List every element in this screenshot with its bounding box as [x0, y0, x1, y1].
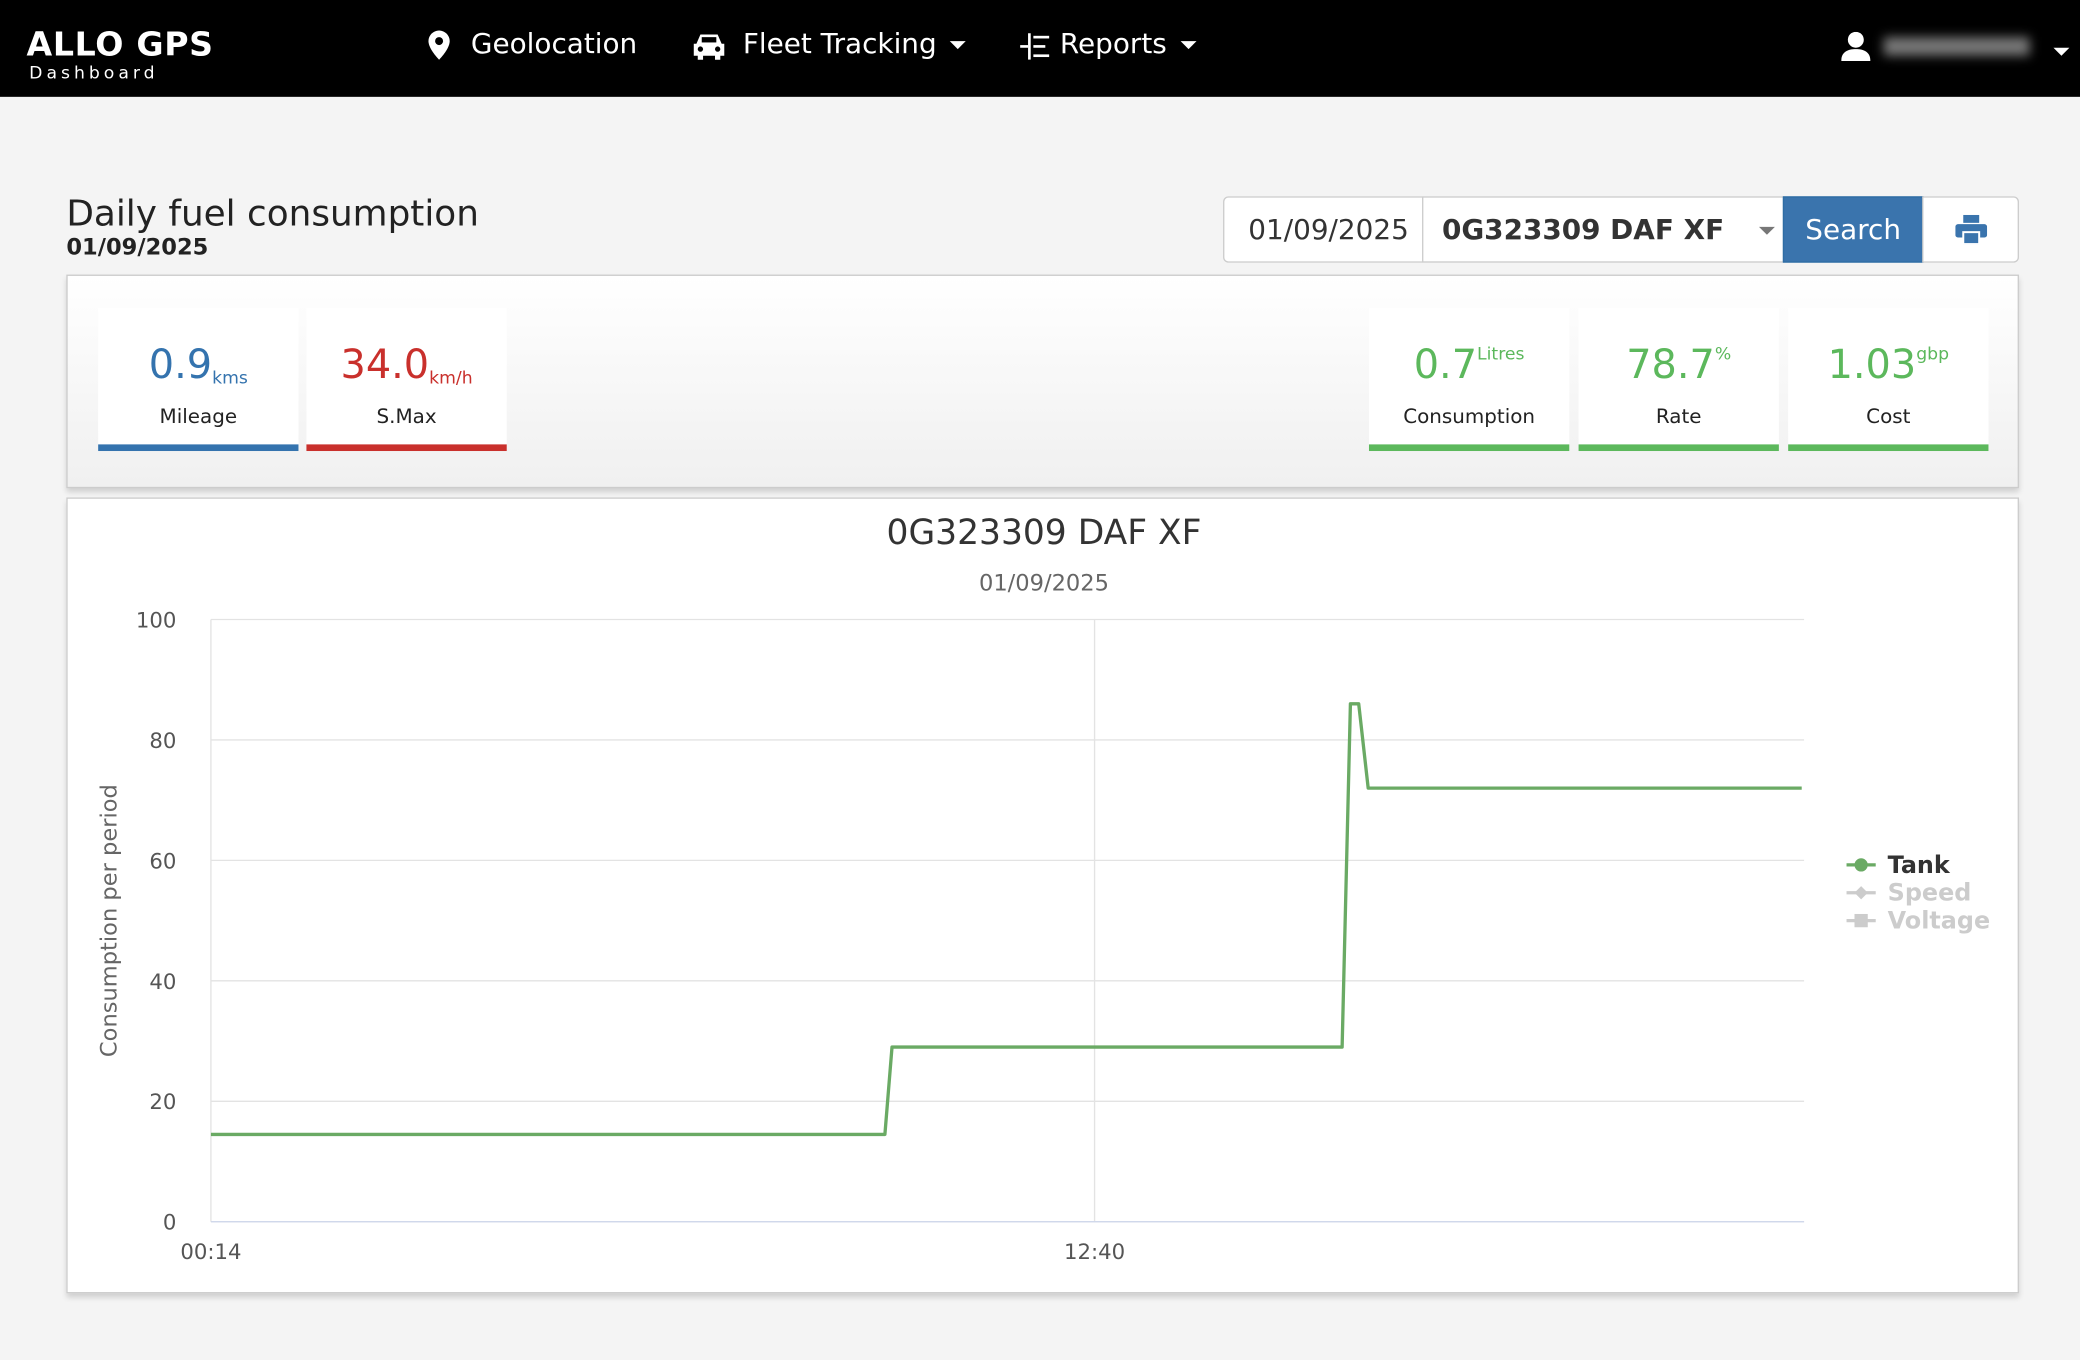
legend-symbol: [1854, 858, 1868, 872]
vehicle-select[interactable]: 0G323309 DAF XF: [1422, 196, 1785, 263]
chart-panel: 0G323309 DAF XF 01/09/2025 Consumption per…: [66, 497, 2019, 1294]
stat-unit: gbp: [1916, 344, 1950, 365]
page-title: Daily fuel consumption: [66, 193, 479, 235]
y-tick-label: 20: [149, 1090, 176, 1115]
stat-value: 78.7: [1626, 342, 1715, 389]
y-tick-label: 40: [149, 970, 176, 995]
stat-label: Cost: [1866, 404, 1911, 429]
stat-value-row: 78.7%: [1579, 342, 1779, 388]
pin-icon: [428, 30, 450, 60]
stat-card: 0.7Litres Consumption: [1368, 307, 1570, 452]
stat-value: 34.0: [340, 342, 430, 389]
y-axis-label: Consumption per period: [97, 784, 123, 1057]
legend-symbol: [1854, 886, 1868, 900]
stat-unit: km/h: [429, 368, 473, 389]
stat-label: Mileage: [159, 404, 238, 429]
legend-label[interactable]: Voltage: [1888, 907, 1991, 935]
stat-value: 1.03: [1827, 342, 1917, 389]
stat-label: Rate: [1655, 404, 1702, 429]
stat-unit: %: [1714, 344, 1732, 365]
stat-unit: Litres: [1477, 344, 1525, 365]
stat-card: 1.03gbp Cost: [1788, 307, 1989, 452]
stat-value-row: 0.9kms: [98, 342, 298, 388]
stat-card: 0.9kms Mileage: [98, 307, 299, 452]
user-icon: [1841, 31, 1871, 62]
stat-value-row: 0.7Litres: [1369, 342, 1569, 388]
chart-title: 0G323309 DAF XF: [887, 513, 1202, 553]
stat-card: 34.0km/h S.Max: [306, 307, 507, 452]
print-button[interactable]: [1922, 196, 2019, 263]
nav-geolocation[interactable]: Geolocation: [470, 27, 638, 60]
chart-subtitle: 01/09/2025: [979, 570, 1109, 596]
brand-sub: Dashboard: [29, 63, 159, 84]
stat-value-row: 34.0km/h: [306, 342, 506, 388]
stat-card: 78.7% Rate: [1578, 307, 1779, 452]
legend-symbol: [1854, 913, 1868, 928]
y-tick-label: 0: [163, 1211, 177, 1236]
legend-label[interactable]: Tank: [1888, 851, 1951, 879]
user-caret[interactable]: [2040, 37, 2070, 62]
nav-fleet-label: Fleet Tracking: [742, 27, 937, 60]
x-tick-label: 00:14: [180, 1240, 241, 1265]
reports-icon: [1020, 33, 1050, 60]
y-tick-label: 100: [136, 608, 177, 633]
stat-value: 0.7: [1413, 342, 1478, 389]
stats-panel: 0.9kms Mileage 34.0km/h S.Max 0.7Litres Consu…: [66, 274, 2019, 489]
nav-fleet[interactable]: Fleet Tracking: [743, 28, 966, 60]
stat-value-row: 1.03gbp: [1788, 342, 1988, 388]
vehicle-value: 0G323309 DAF XF: [1441, 213, 1725, 246]
stat-label: Consumption: [1403, 404, 1536, 429]
nav-reports[interactable]: Reports: [1060, 28, 1196, 60]
stat-label: S.Max: [376, 404, 437, 429]
user-name-blurred[interactable]: [1883, 37, 2030, 56]
series-line: [210, 702, 1802, 1137]
stat-value: 0.9: [148, 342, 213, 389]
chart: 0G323309 DAF XF 01/09/2025 Consumption per…: [97, 513, 1991, 1265]
print-icon: [1954, 214, 1987, 246]
page-date: 01/09/2025: [66, 234, 209, 262]
car-icon: [693, 34, 725, 60]
y-tick-label: 80: [149, 729, 176, 754]
date-input[interactable]: 01/09/2025: [1223, 196, 1424, 263]
nav-reports-label: Reports: [1059, 27, 1167, 60]
y-tick-label: 60: [149, 849, 176, 874]
x-tick-label: 12:40: [1064, 1240, 1125, 1265]
search-button[interactable]: Search: [1782, 196, 1924, 263]
legend-label[interactable]: Speed: [1888, 879, 1972, 907]
brand[interactable]: ALLO GPS: [26, 25, 214, 64]
navbar: ALLO GPS Dashboard Geolocation Fleet Tra…: [0, 0, 2080, 97]
stat-unit: kms: [212, 368, 248, 389]
